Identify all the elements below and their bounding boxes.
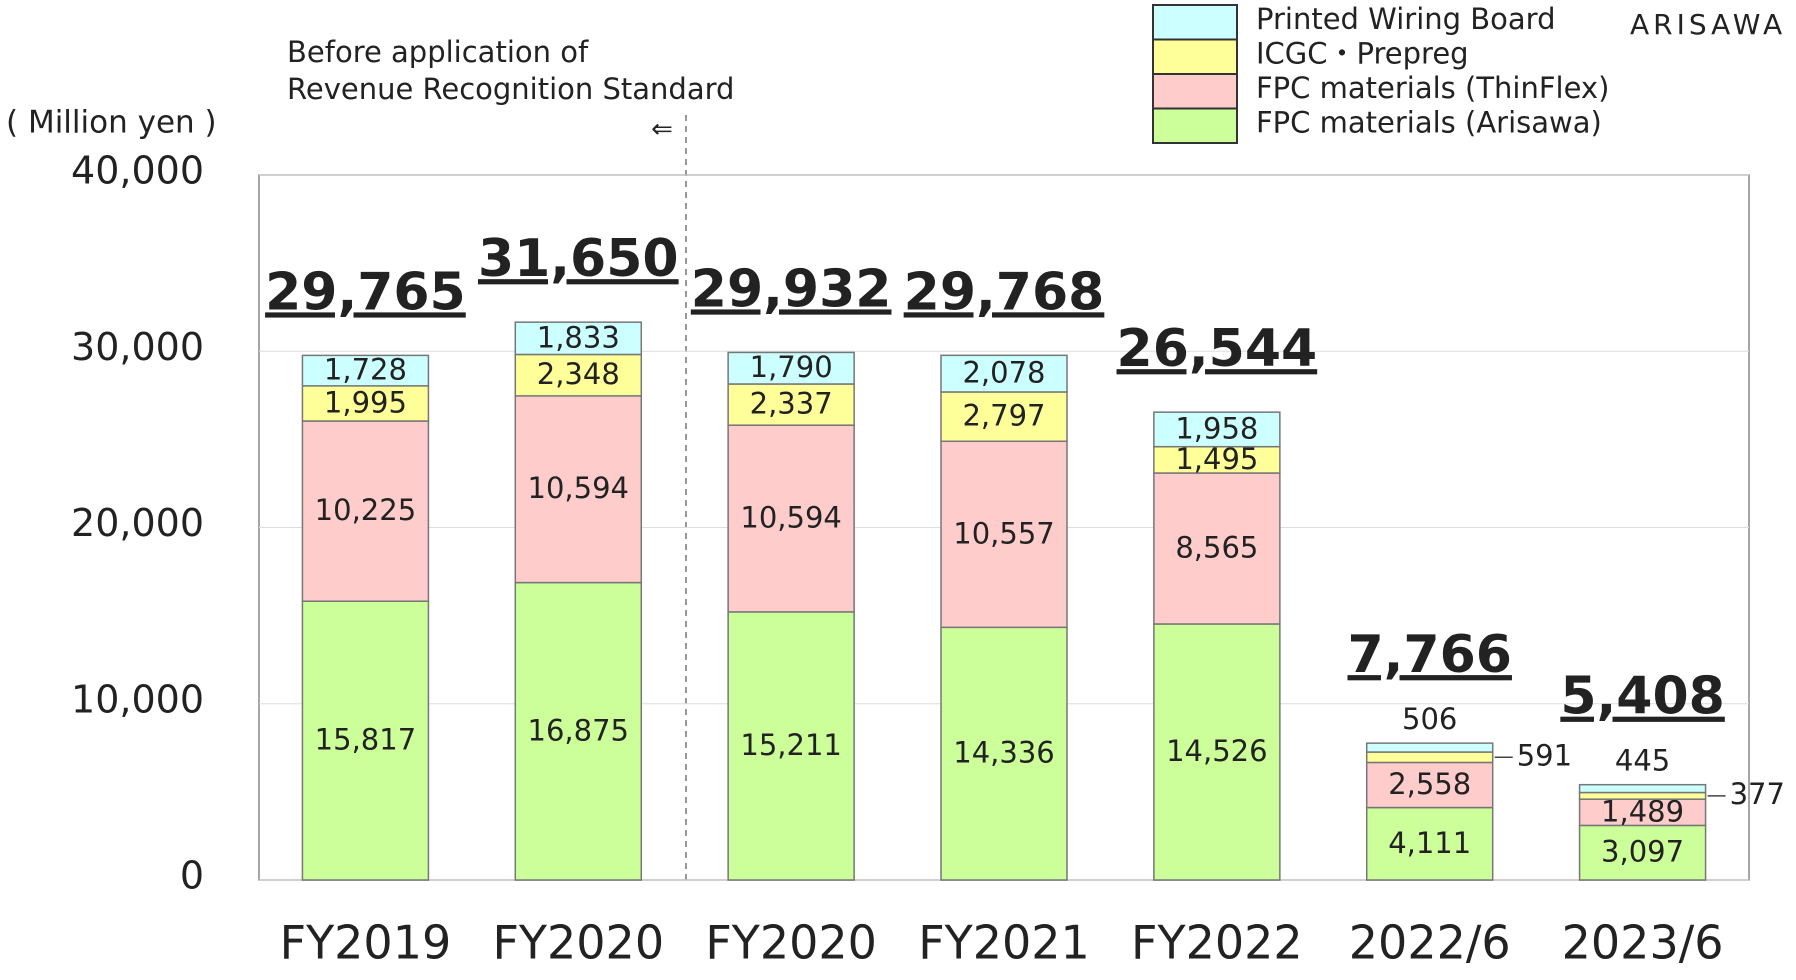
value-label: 2,078 [962,356,1045,390]
legend-swatch [1152,38,1238,75]
value-label: 10,594 [740,501,841,535]
bar-segment [940,391,1068,443]
value-label: 2,797 [962,399,1045,433]
y-tick-label: 10,000 [71,677,204,721]
brand: ARISAWA [1630,8,1786,41]
value-label: 377 [1730,777,1785,811]
value-label: 506 [1402,702,1457,736]
value-label: 591 [1517,738,1572,772]
legend-swatch [1152,4,1238,41]
value-label: 10,557 [953,516,1054,550]
bar-segment [727,424,855,613]
bar-segment [514,581,643,881]
bar-segment [514,321,643,356]
bar-segment [301,385,430,422]
value-label: 3,097 [1601,835,1684,869]
value-label: 14,526 [1166,734,1267,768]
y-axis-label: ( Million yen ) [6,105,217,141]
total-label: 26,544 [1117,319,1318,379]
value-label: 8,565 [1175,531,1258,565]
bar-segment [1578,798,1707,827]
bar-segment [1578,783,1707,794]
value-label: 1,728 [324,353,407,387]
x-tick-label: FY2019 [280,916,452,970]
bar-segment [727,383,855,426]
legend-swatch [1152,107,1238,144]
bar-segment [940,354,1068,393]
total-label: 5,408 [1560,667,1724,727]
bar-segment [940,626,1068,881]
value-label: 4,111 [1388,826,1471,860]
y-tick-label: 20,000 [71,501,204,545]
bar-segment [301,420,430,602]
bar-segment [727,351,855,385]
bar-segment [1153,445,1281,474]
total-label: 29,932 [691,259,892,319]
bar-segment [301,354,430,387]
y-tick-label: 0 [180,854,204,898]
value-label: 10,594 [528,471,629,505]
bar-segment [1153,411,1281,448]
total-label: 31,650 [478,229,679,289]
value-label: 14,336 [953,736,1054,770]
value-label: 2,558 [1388,767,1471,801]
bar-segment [940,440,1068,629]
bar-segment [1365,761,1494,809]
legend-label: FPC materials (ThinFlex) [1256,71,1609,105]
legend-swatch [1152,73,1238,110]
value-label: 1,790 [750,350,833,384]
bar-segment [514,353,643,397]
bar-segment [514,395,643,584]
bar-segment [1365,742,1494,753]
x-tick-label: FY2020 [492,916,664,970]
total-label: 7,766 [1347,625,1511,685]
total-label: 29,768 [904,262,1105,322]
annotation: Revenue Recognition Standard [287,72,734,106]
bar-segment [1365,751,1494,764]
legend-label: Printed Wiring Board [1256,2,1556,36]
value-label: 2,337 [750,387,833,421]
value-label: 15,211 [740,728,841,762]
y-tick-label: 40,000 [71,149,204,193]
value-label: 1,489 [1601,794,1684,828]
bar-segment [1153,623,1281,881]
value-label: 15,817 [315,723,416,757]
bar-segment [1365,806,1494,881]
legend-label: ICGC・Prepreg [1256,37,1469,71]
value-label: 1,958 [1175,411,1258,445]
x-tick-label: FY2022 [1131,916,1303,970]
legend-label: FPC materials (Arisawa) [1256,106,1602,140]
annotation: Before application of [287,35,589,69]
x-tick-label: 2022/6 [1349,916,1511,970]
value-label: 10,225 [315,493,416,527]
x-tick-label: 2023/6 [1562,916,1724,970]
x-tick-label: FY2021 [918,916,1090,970]
bar-segment [1578,791,1707,800]
value-label: 445 [1615,744,1670,778]
x-tick-label: FY2020 [705,916,877,970]
value-label: 1,833 [537,320,620,354]
y-tick-label: 30,000 [71,325,204,369]
value-label: 1,495 [1175,442,1258,476]
total-label: 29,765 [265,262,466,322]
annotation: ⇐ [651,115,673,145]
value-label: 1,995 [324,385,407,419]
bar-segment [1153,472,1281,625]
value-label: 2,348 [537,357,620,391]
value-label: 16,875 [528,713,629,747]
